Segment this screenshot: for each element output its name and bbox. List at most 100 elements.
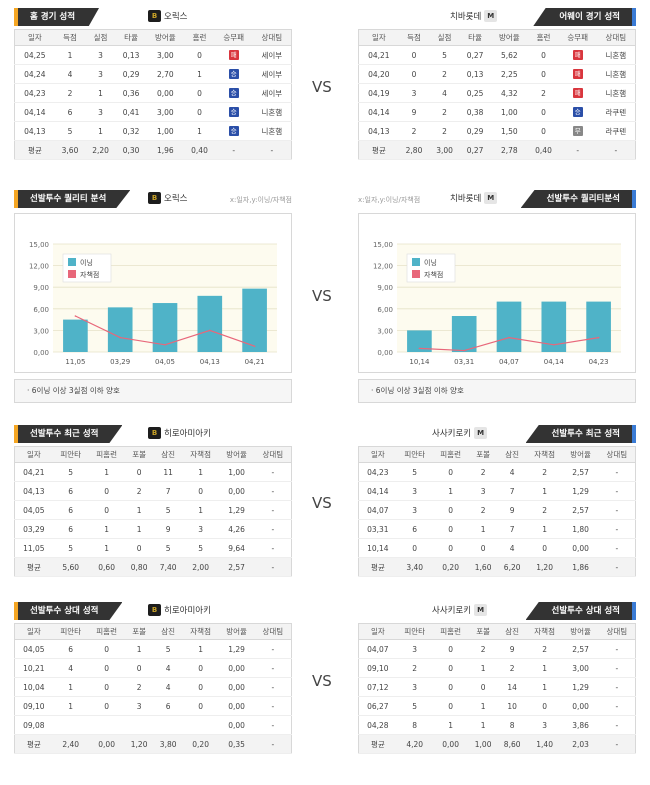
average-cell: 2,00	[182, 557, 219, 577]
table-cell: -	[254, 696, 292, 716]
column-header: 득점	[398, 29, 430, 46]
table-cell: 1,29	[562, 677, 599, 697]
panel-header: 치바롯데 M 어웨이 경기 성적	[358, 8, 636, 26]
panel-header: 사사키로키 M 선발투수 최근 성적	[358, 425, 636, 443]
result-cell: 승	[214, 83, 253, 103]
table-cell: 0	[124, 538, 154, 558]
quality-note: · 6이닝 이상 3실점 이하 양호	[358, 379, 636, 403]
table-cell: 14	[497, 677, 527, 697]
average-cell: 6,20	[497, 557, 527, 577]
table-cell: 4	[429, 83, 460, 103]
team-logo-icon: M	[474, 427, 488, 439]
table-cell: 9	[497, 639, 527, 659]
line-point	[463, 349, 465, 352]
result-cell: 패	[214, 45, 253, 65]
table-row: 04,23 5 0 2 4 2 2,57-	[358, 462, 636, 482]
y-tick-label: 15,00	[29, 241, 49, 249]
x-tick-label: 04,05	[155, 358, 175, 366]
legend-label: 이닝	[80, 258, 93, 267]
table-cell: 09,08	[14, 715, 53, 735]
table-cell: -	[598, 500, 636, 520]
table-cell: 1,00	[218, 462, 255, 482]
table-cell: 09,10	[358, 658, 397, 678]
table-cell: 0,00	[146, 83, 185, 103]
legend-label: 자책점	[424, 270, 443, 279]
pitcher-recent-table: 일자 피안타 피홈런 포볼 삼진 자책점 방어율 상대팀 04,21 5 1 0 11 1 1,00-04,…	[14, 446, 292, 577]
column-header: 포볼	[468, 623, 498, 640]
table-row: 04,28 8 1 1 8 3 3,86-	[358, 715, 636, 735]
result-badge: 승	[228, 107, 239, 117]
result-badge: 패	[228, 50, 239, 60]
table-cell: -	[598, 639, 636, 659]
table-cell: -	[598, 715, 636, 735]
team-name: 오릭스	[164, 194, 188, 204]
panel-header: 선발투수 퀄리티 분석 B 오릭스 x:일자,y:이닝/자책점	[14, 190, 292, 208]
panel-title: 선발투수 최근 성적	[525, 425, 636, 443]
panel-title: 선발투수 퀄리티 분석	[14, 190, 131, 208]
line-point	[418, 347, 421, 350]
column-header: 포볼	[124, 623, 154, 640]
table-cell: 3	[396, 677, 433, 697]
pitcher-vs-table: 일자 피안타 피홈런 포볼 삼진 자책점 방어율 상대팀 04,05 6 0 1 5 1 1,29-10,2…	[14, 623, 292, 754]
column-header: 포볼	[468, 446, 498, 463]
quality-note: · 6이닝 이상 3실점 이하 양호	[14, 379, 292, 403]
table-cell: 3	[398, 83, 430, 103]
result-cell: 패	[558, 45, 597, 65]
table-cell: 4	[497, 538, 527, 558]
table-cell: 1	[124, 639, 154, 659]
average-cell: 1,20	[124, 734, 154, 754]
table-cell: 2	[124, 481, 154, 501]
column-header: 방어율	[218, 623, 255, 640]
legend-label: 자책점	[80, 270, 99, 279]
vs-label: VS	[312, 494, 332, 512]
team-name: 오릭스	[164, 12, 188, 22]
chart-svg: 0,00 3,00 6,00 9,00 12,00 15,00 11,05 03,29 04,0…	[29, 241, 277, 366]
table-cell: 0,38	[459, 102, 491, 122]
column-header: 방어율	[218, 446, 255, 463]
table-cell: 0	[88, 500, 125, 520]
column-header: 일자	[358, 446, 397, 463]
table-cell: 5	[153, 639, 183, 659]
table-header-row: 일자 피안타 피홈런 포볼 삼진 자책점 방어율 상대팀	[14, 446, 292, 463]
result-cell: 무	[558, 121, 597, 141]
table-cell: 04,14	[358, 102, 399, 122]
panel-title: 선발투수 퀄리티분석	[520, 190, 636, 208]
column-header: 삼진	[497, 446, 527, 463]
table-cell: 1,00	[146, 121, 185, 141]
team-label: 사사키로키 M	[432, 427, 488, 439]
column-header: 일자	[14, 623, 53, 640]
table-cell: 3,00	[562, 658, 599, 678]
table-cell: 2	[528, 83, 559, 103]
table-cell: 1	[526, 677, 563, 697]
team-label: B 히로아미아키	[148, 427, 211, 439]
table-cell: 니혼햄	[252, 102, 292, 122]
bar	[407, 330, 432, 352]
average-cell: 0,40	[184, 140, 215, 160]
bar	[197, 295, 223, 352]
table-cell: 0,00	[218, 715, 255, 735]
average-cell: 2,40	[52, 734, 89, 754]
team-label: B 오릭스	[148, 10, 187, 22]
column-header: 홈런	[184, 29, 215, 46]
table-cell: 04,13	[14, 481, 53, 501]
table-cell: 04,05	[14, 639, 53, 659]
average-cell: -	[254, 734, 292, 754]
result-badge: 패	[572, 69, 583, 79]
table-cell: 10,14	[358, 538, 397, 558]
table-cell: 0	[526, 696, 563, 716]
line-point	[253, 345, 256, 348]
table-cell: 3	[124, 696, 154, 716]
average-cell: 평균	[14, 140, 55, 160]
table-cell: 라쿠텐	[596, 102, 636, 122]
average-cell: 평균	[358, 140, 399, 160]
table-cell: 니혼햄	[252, 121, 292, 141]
average-cell: 0,40	[528, 140, 559, 160]
vs-label: VS	[312, 78, 332, 96]
table-cell: 04,07	[358, 639, 397, 659]
column-header: 삼진	[497, 623, 527, 640]
table-cell: 1	[182, 500, 219, 520]
table-cell: 3	[182, 519, 219, 539]
table-cell: 0	[88, 658, 125, 678]
column-header: 일자	[358, 29, 399, 46]
table-cell	[124, 715, 154, 735]
